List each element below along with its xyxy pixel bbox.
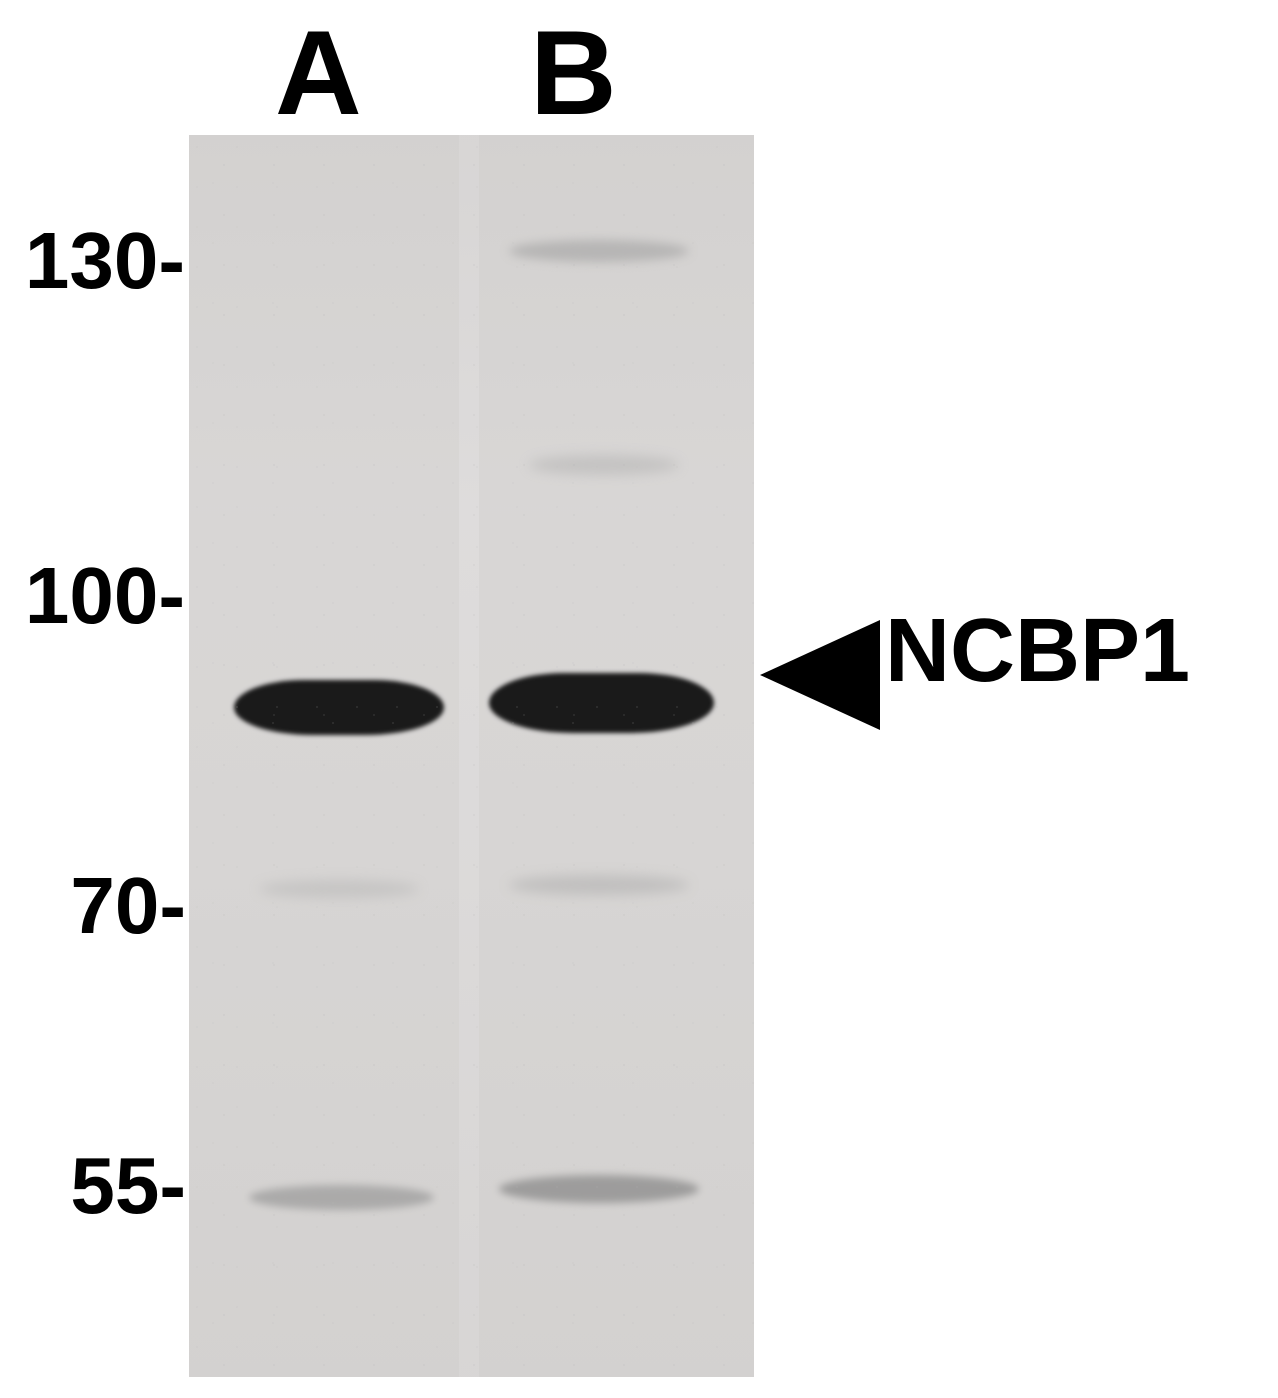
marker-55: 55- — [38, 1140, 186, 1232]
marker-100: 100- — [0, 550, 185, 642]
gel-noise — [189, 135, 754, 1377]
marker-130: 130- — [0, 215, 185, 307]
gel-membrane — [189, 135, 754, 1377]
protein-label-ncbp1: NCBP1 — [885, 600, 1190, 703]
lane-label-b: B — [530, 4, 617, 142]
lane-label-a: A — [275, 4, 362, 142]
arrow-icon — [760, 620, 880, 730]
marker-70: 70- — [38, 860, 186, 952]
western-blot-figure: A B 130- 100- 70- 55- — [0, 0, 1278, 1398]
